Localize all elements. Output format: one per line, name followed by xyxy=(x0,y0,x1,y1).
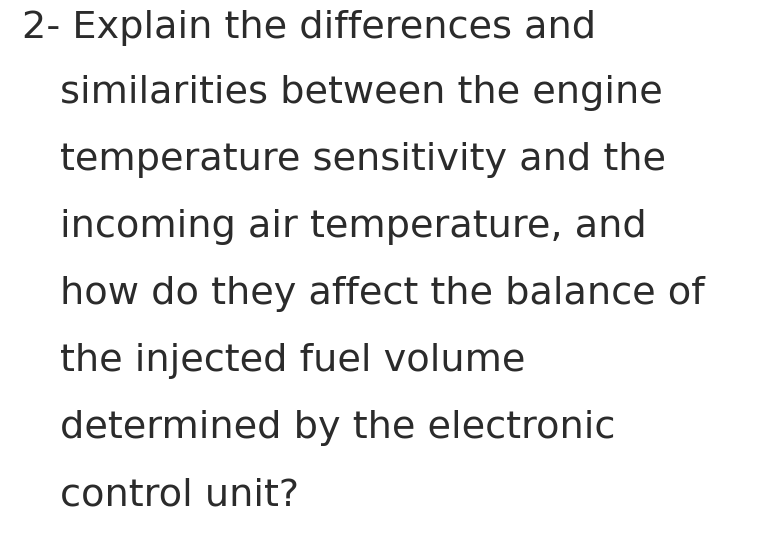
Text: similarities between the engine: similarities between the engine xyxy=(60,75,663,111)
Text: temperature sensitivity and the: temperature sensitivity and the xyxy=(60,142,666,178)
Text: incoming air temperature, and: incoming air temperature, and xyxy=(60,209,647,245)
Text: 2- Explain the differences and: 2- Explain the differences and xyxy=(22,10,596,46)
Text: how do they affect the balance of: how do they affect the balance of xyxy=(60,276,705,312)
Text: determined by the electronic: determined by the electronic xyxy=(60,410,615,446)
Text: control unit?: control unit? xyxy=(60,477,299,513)
Text: the injected fuel volume: the injected fuel volume xyxy=(60,343,525,379)
